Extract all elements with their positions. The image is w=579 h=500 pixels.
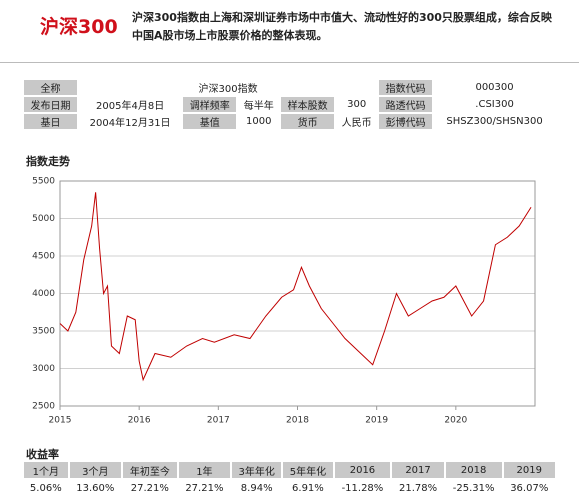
- info-label: 彭博代码: [379, 114, 433, 129]
- x-tick-label: 2016: [128, 416, 151, 426]
- info-value: 人民币: [341, 118, 372, 129]
- info-value: .CSI300: [475, 99, 514, 110]
- info-value: 每半年: [243, 101, 274, 112]
- index-line: [59, 192, 532, 382]
- info-row: 全称 沪深300指数 指数代码 000300: [24, 80, 555, 95]
- returns-header: 1个月: [24, 462, 68, 478]
- returns-value: -25.31%: [452, 482, 495, 494]
- info-row: 基日 2004年12月31日 基值 1000 货币 人民币 彭博代码 SHSZ300/SHSN…: [24, 114, 555, 129]
- divider: [0, 62, 579, 63]
- logo-title: 沪深300: [40, 16, 118, 38]
- info-value: 300: [347, 99, 367, 110]
- info-label: 路透代码: [379, 97, 433, 112]
- info-value: 000300: [475, 82, 514, 93]
- info-label: 基日: [24, 114, 77, 129]
- returns-title: 收益率: [26, 448, 59, 461]
- returns-value: 13.60%: [76, 482, 115, 494]
- info-table: 全称 沪深300指数 指数代码 000300 发布日期 2005年4月8日 调样频率 每半年样…: [22, 78, 557, 131]
- returns-value: 36.07%: [510, 482, 549, 494]
- returns-value-row: 5.06% 13.60% 27.21% 27.21% 8.94% 6.91% -11.28%…: [24, 480, 555, 496]
- x-tick-label: 2019: [365, 416, 388, 426]
- info-value: SHSZ300/SHSN300: [446, 116, 543, 127]
- info-label: 发布日期: [24, 97, 77, 112]
- x-tick-label: 2015: [49, 416, 72, 426]
- y-tick-label: 5000: [32, 214, 55, 224]
- returns-value: 8.94%: [240, 482, 273, 494]
- info-label: 全称: [24, 80, 77, 95]
- description: 沪深300指数由上海和深圳证券市场中市值大、流动性好的300只股票组成，综合反映…: [132, 11, 552, 42]
- info-label: 基值: [183, 114, 237, 129]
- info-value: 沪深300指数: [198, 84, 258, 95]
- returns-value: 21.78%: [398, 482, 438, 494]
- y-tick-label: 4000: [32, 289, 55, 299]
- info-value: 1000: [245, 116, 272, 127]
- y-tick-label: 3500: [32, 327, 55, 337]
- returns-header: 3年年化: [232, 462, 282, 478]
- returns-header: 2018: [445, 462, 502, 478]
- returns-value: -11.28%: [341, 482, 384, 494]
- returns-value: 27.21%: [130, 482, 169, 494]
- returns-header: 3个月: [69, 462, 122, 478]
- returns-value: 5.06%: [29, 482, 62, 494]
- chart-title: 指数走势: [26, 155, 70, 168]
- x-tick-label: 2018: [286, 416, 309, 426]
- info-label: 货币: [281, 114, 335, 129]
- x-tick-label: 2020: [444, 416, 467, 426]
- returns-header: 1年: [178, 462, 231, 478]
- returns-table: 1个月 3个月 年初至今 1年 3年年化 5年年化 2016 2017 2018 2019 5.06…: [22, 460, 557, 498]
- y-tick-label: 5500: [32, 177, 55, 187]
- returns-header: 2017: [392, 462, 444, 478]
- info-label: 调样频率: [183, 97, 237, 112]
- info-label: 指数代码: [379, 80, 433, 95]
- x-tick-label: 2017: [207, 416, 230, 426]
- returns-value: 6.91%: [292, 482, 324, 494]
- returns-header-row: 1个月 3个月 年初至今 1年 3年年化 5年年化 2016 2017 2018 2019: [24, 462, 555, 478]
- returns-value: 27.21%: [185, 482, 224, 494]
- y-tick-label: 4500: [32, 252, 55, 262]
- chart: 2500 3000 3500 4000 4500 5000 5500 2015 2016 2017…: [32, 177, 536, 426]
- y-tick-label: 3000: [32, 364, 55, 374]
- info-label: 样本股数: [281, 97, 335, 112]
- info-value: 2004年12月31日: [89, 118, 171, 129]
- returns-header: 2019: [503, 462, 555, 478]
- info-row: 发布日期 2005年4月8日 调样频率 每半年 样本股数 300 路透代码 .CSI300: [24, 97, 555, 112]
- returns-header: 年初至今: [123, 462, 177, 478]
- returns-header: 2016: [334, 462, 391, 478]
- y-tick-label: 2500: [32, 402, 55, 412]
- returns-header: 5年年化: [283, 462, 333, 478]
- info-value: 2005年4月8日: [96, 101, 165, 112]
